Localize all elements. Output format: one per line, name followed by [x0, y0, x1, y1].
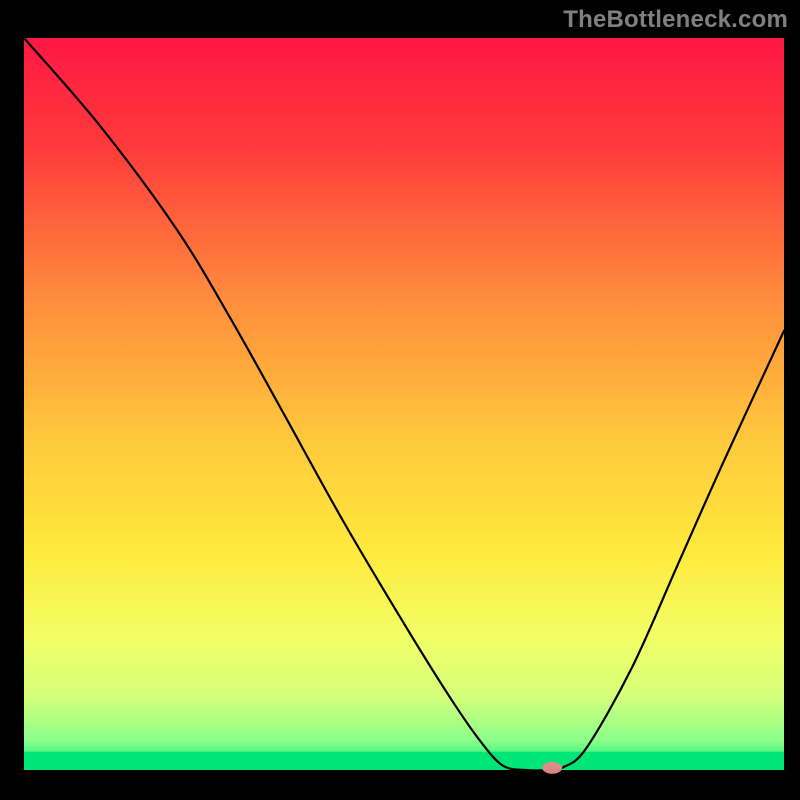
plot-gradient-area — [24, 38, 784, 770]
chart-container: TheBottleneck.com — [0, 0, 800, 800]
green-safe-band — [24, 752, 784, 770]
bottleneck-chart — [0, 0, 800, 800]
watermark-text: TheBottleneck.com — [563, 6, 788, 34]
optimal-point-marker — [542, 762, 562, 774]
